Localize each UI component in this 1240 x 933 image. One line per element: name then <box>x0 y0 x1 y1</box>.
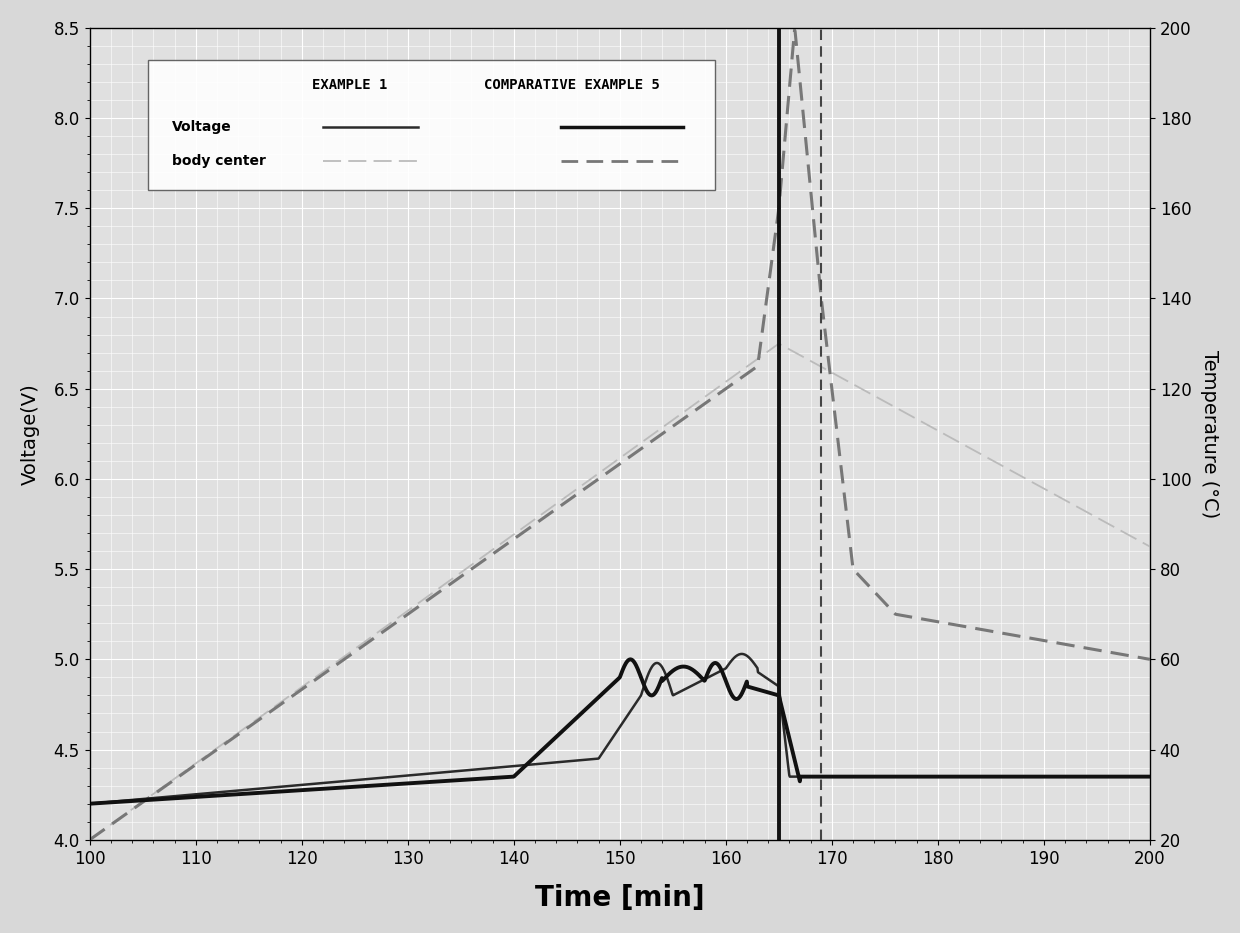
FancyBboxPatch shape <box>148 61 715 190</box>
Text: EXAMPLE 1: EXAMPLE 1 <box>311 77 387 91</box>
Text: COMPARATIVE EXAMPLE 5: COMPARATIVE EXAMPLE 5 <box>484 77 660 91</box>
Text: body center: body center <box>172 154 267 168</box>
Y-axis label: Voltage(V): Voltage(V) <box>21 383 40 484</box>
X-axis label: Time [min]: Time [min] <box>534 884 704 912</box>
Y-axis label: Temperature (°C): Temperature (°C) <box>1200 350 1219 518</box>
Text: Voltage: Voltage <box>172 120 232 134</box>
